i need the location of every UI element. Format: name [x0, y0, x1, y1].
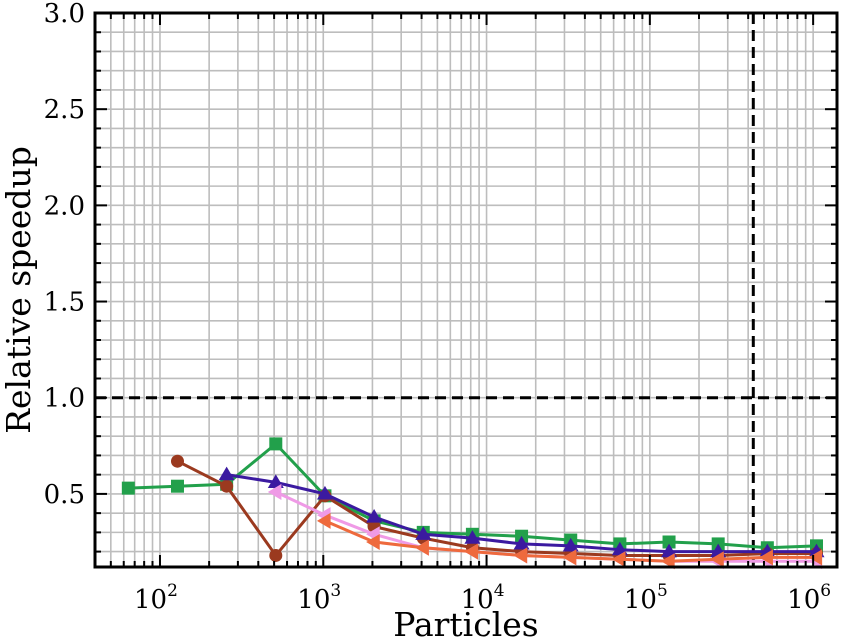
data-point [759, 549, 773, 566]
data-point [464, 530, 481, 544]
grid [94, 12, 837, 567]
x-axis-label: Particles [393, 605, 539, 642]
ticks [94, 12, 837, 567]
y-tick-label: 1.5 [44, 288, 85, 318]
data-point [316, 512, 331, 529]
series-group [121, 437, 825, 570]
data-point [366, 533, 380, 550]
data-point [269, 437, 283, 451]
data-point [661, 543, 678, 558]
y-tick-label: 2.0 [44, 191, 85, 221]
data-point [415, 526, 432, 540]
data-point [220, 479, 234, 493]
data-point [121, 481, 135, 495]
data-point [662, 535, 676, 549]
data-point [661, 553, 675, 570]
x-tick-exponent: 6 [820, 581, 831, 601]
data-point [366, 508, 383, 523]
data-point [562, 549, 577, 566]
plot-frame [93, 11, 839, 569]
series-line [176, 459, 817, 558]
data-point [170, 454, 184, 468]
data-point [267, 483, 282, 500]
x-tick-exponent: 3 [330, 581, 341, 601]
data-point [269, 548, 283, 562]
reference-lines [95, 13, 837, 567]
data-point [513, 547, 528, 564]
x-tick-exponent: 2 [167, 581, 178, 601]
data-point [267, 474, 284, 488]
data-point [464, 543, 479, 560]
x-tick-label: 106 [787, 581, 831, 615]
y-tick-label: 0.5 [44, 480, 85, 510]
data-point [218, 466, 235, 481]
data-point [710, 551, 724, 568]
x-tick-exponent: 4 [494, 581, 505, 601]
x-tick-label: 102 [134, 581, 178, 615]
y-tick-label: 1.0 [44, 384, 85, 414]
y-axis-label: Relative speedup [0, 146, 38, 434]
data-point [562, 537, 579, 552]
data-point [808, 549, 823, 566]
data-point [415, 539, 429, 556]
y-tick-label: 3.0 [44, 0, 85, 29]
x-tick-label: 103 [297, 581, 341, 615]
data-point [611, 551, 626, 568]
x-tick-label: 105 [624, 581, 668, 615]
data-point [316, 485, 333, 500]
data-point [611, 541, 628, 556]
x-tick-exponent: 5 [657, 581, 668, 601]
data-point [513, 535, 530, 550]
data-point [170, 479, 184, 493]
series-4 [316, 512, 823, 570]
y-tick-label: 2.5 [44, 95, 85, 125]
